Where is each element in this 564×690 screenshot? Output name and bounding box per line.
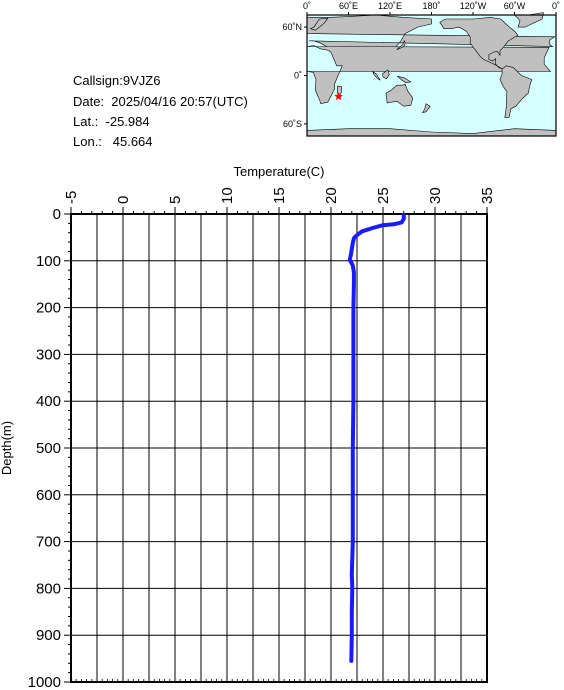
x-tick-label: 20	[323, 187, 340, 204]
island-new-guinea	[396, 75, 412, 84]
longitude-text: Lon.: 45.664	[73, 134, 153, 149]
y-tick-label: 200	[36, 300, 61, 317]
map-lat-label: 60˚N	[282, 22, 302, 32]
island-sumatra	[372, 70, 381, 81]
x-tick-label: 25	[375, 187, 392, 204]
y-axis-title: Depth(m)	[0, 421, 14, 475]
continent-north-america	[439, 17, 519, 70]
continent-south-america	[499, 65, 533, 118]
y-tick-label: 300	[36, 346, 61, 363]
map-lon-label: 0˚	[552, 1, 560, 11]
map-lon-label: 60˚W	[504, 1, 526, 11]
y-tick-label: 800	[36, 580, 61, 597]
x-tick-label: 10	[219, 187, 236, 204]
y-tick-label: 900	[36, 627, 61, 644]
temperature-profile-chart: -5 0 5 10 15 20 25 30 35010020030040050060070080…	[0, 164, 496, 690]
x-axis-title: Temperature(C)	[233, 164, 324, 179]
callsign-text: Callsign:9VJZ6	[73, 73, 161, 88]
y-tick-label: 1000	[28, 674, 61, 690]
map-lon-label: 180˚	[422, 1, 440, 11]
map-lon-label: 120˚E	[378, 1, 402, 11]
y-tick-label: 700	[36, 534, 61, 551]
date-text: Date: 2025/04/16 20:57(UTC)	[73, 94, 248, 109]
continent-europe-north	[309, 17, 329, 31]
y-tick-label: 100	[36, 253, 61, 270]
latitude-text: Lat.: -25.984	[73, 114, 150, 129]
x-tick-label: 30	[427, 187, 444, 204]
station-marker-star-icon	[334, 92, 343, 101]
island-japan	[396, 40, 406, 50]
map-lon-label: 0˚	[303, 1, 311, 11]
y-tick-label: 400	[36, 393, 61, 410]
temperature-profile-line	[347, 212, 406, 663]
x-tick-label: 15	[271, 187, 288, 204]
location-map: 0˚ 60˚E 120˚E 180˚ 120˚W 60˚W 0˚ 60˚N 0˚ 60˚S	[282, 1, 560, 137]
y-tick-label: 0	[53, 206, 61, 223]
continent-australia	[385, 84, 414, 107]
island-borneo	[382, 69, 390, 80]
map-lat-label: 60˚S	[283, 119, 302, 129]
x-tick-label: -5	[63, 191, 80, 204]
y-tick-label: 600	[36, 487, 61, 504]
x-tick-label: 35	[479, 187, 496, 204]
map-lon-label: 60˚E	[339, 1, 358, 11]
y-tick-label: 500	[36, 440, 61, 457]
island-greenland	[513, 12, 544, 28]
island-new-zealand	[421, 103, 431, 114]
map-lon-label: 120˚W	[460, 1, 487, 11]
x-tick-label: 5	[167, 196, 184, 204]
x-tick-label: 0	[115, 196, 132, 204]
map-lat-label: 0˚	[294, 71, 302, 81]
